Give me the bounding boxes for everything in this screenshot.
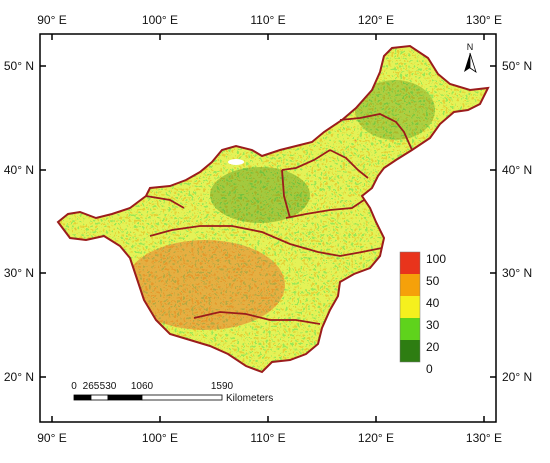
legend-swatch: [400, 340, 420, 362]
lat-tick-label: 20° N: [502, 370, 532, 384]
scale-segment: [73, 394, 92, 401]
lon-tick-label: 120° E: [358, 431, 394, 445]
lat-labels-right: 50° N 40° N 30° N 20° N: [502, 59, 532, 384]
scale-segment: [141, 394, 223, 401]
legend-label: 40: [426, 296, 440, 310]
lat-tick-label: 20° N: [4, 370, 34, 384]
region-outline: [56, 44, 490, 374]
lat-labels-left: 50° N 40° N 30° N 20° N: [4, 59, 34, 384]
lon-tick-label: 100° E: [142, 431, 178, 445]
lat-tick-label: 30° N: [4, 266, 34, 280]
scale-unit-label: Kilometers: [226, 393, 273, 404]
legend-swatch: [400, 318, 420, 340]
legend-border: [399, 251, 421, 363]
lon-tick-label: 110° E: [250, 431, 285, 445]
lon-tick-label: 90° E: [37, 13, 66, 27]
lat-tick-label: 40° N: [4, 163, 34, 177]
lat-tick-label: 50° N: [502, 59, 532, 73]
lon-labels-bottom: 90° E 100° E 110° E 120° E 130° E: [37, 431, 502, 445]
north-arrow-icon: N: [464, 42, 477, 73]
lat-tick-label: 40° N: [502, 163, 532, 177]
legend-swatch: [400, 296, 420, 318]
legend-label: 20: [426, 340, 440, 354]
lon-tick-label: 90° E: [37, 431, 66, 445]
lon-tick-label: 100° E: [142, 13, 178, 27]
scale-tick-label: 0: [71, 381, 77, 392]
legend-label: 100: [426, 252, 446, 266]
scale-tick-label: 1060: [131, 381, 154, 392]
lon-tick-label: 130° E: [466, 13, 502, 27]
lon-tick-label: 110° E: [250, 13, 285, 27]
scale-segment: [107, 394, 143, 401]
scale-tick-label: 1590: [211, 381, 234, 392]
subregion-boundaries: [145, 113, 413, 325]
legend-swatch: [400, 252, 420, 274]
legend-label: 50: [426, 274, 440, 288]
scale-segment: [90, 394, 109, 401]
lon-tick-label: 120° E: [358, 13, 394, 27]
frame-ticks: [40, 34, 496, 422]
lat-tick-label: 30° N: [502, 266, 532, 280]
north-label: N: [467, 42, 474, 52]
scale-tick-label: 265: [83, 381, 100, 392]
lon-tick-label: 130° E: [466, 431, 502, 445]
lon-labels-top: 90° E 100° E 110° E 120° E 130° E: [37, 13, 502, 27]
scale-tick-label: 530: [100, 381, 117, 392]
legend-swatch: [400, 274, 420, 296]
legend: 100 50 40 30 20 0: [399, 251, 446, 376]
legend-label: 30: [426, 318, 440, 332]
legend-label: 0: [426, 362, 433, 376]
lat-tick-label: 50° N: [4, 59, 34, 73]
